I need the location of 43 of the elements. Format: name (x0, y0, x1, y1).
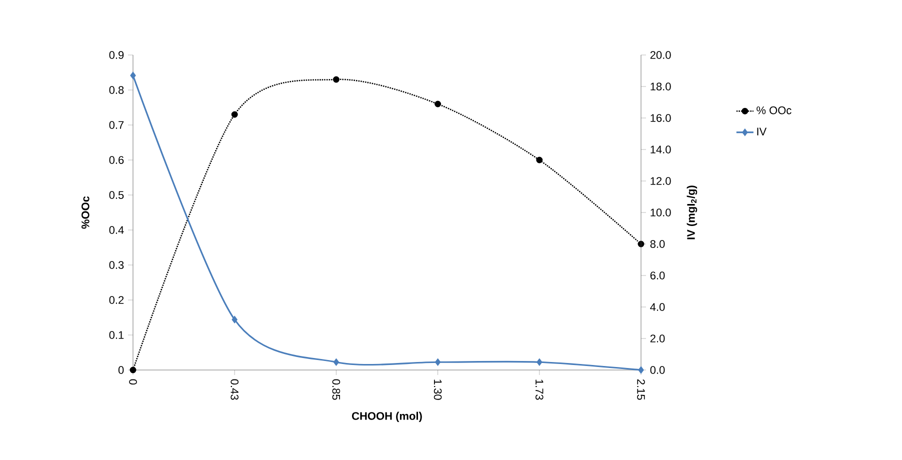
y-tick-label: 0.1 (109, 331, 124, 339)
y-tick-label: 0.9 (109, 51, 124, 59)
point (130, 366, 136, 374)
point (536, 358, 542, 366)
y2-tick-label: 12.0 (650, 177, 671, 185)
point (434, 100, 442, 108)
point (435, 358, 441, 366)
x-tick-label: 2.15 (637, 379, 645, 400)
point (130, 72, 136, 79)
y-tick-label: 0.4 (109, 226, 124, 234)
x-tick-label: 1.30 (434, 380, 442, 400)
point (333, 358, 339, 366)
y2-axis-title: IV (mgI$_{2}$/g) (686, 186, 698, 240)
y2-tick-label: 18.0 (650, 82, 671, 90)
legend-label: % OOc (756, 106, 792, 114)
x-tick-label: 0.43 (230, 379, 239, 400)
x-tick-label: 0 (129, 379, 137, 385)
y-axis-title: %OOc (82, 196, 90, 229)
x-tick-label: 1.73 (536, 380, 544, 400)
y2-tick-label: 20.0 (650, 51, 671, 59)
y-tick-label: 0.7 (109, 121, 124, 129)
legend-label: IV (757, 128, 767, 136)
point (536, 156, 543, 164)
y-tick-label: 0.3 (109, 261, 124, 269)
y-tick-label: 0.8 (109, 86, 124, 94)
point (232, 316, 238, 323)
y2-tick-label: 0.0 (650, 366, 665, 374)
y2-tick-label: 10.0 (650, 208, 671, 216)
y-tick-label: 0.6 (109, 156, 124, 164)
y2-tick-label: 16.0 (650, 114, 671, 122)
x-tick-label: 0.85 (332, 379, 340, 400)
point (332, 76, 340, 83)
y2-tick-label: 8.0 (650, 240, 665, 248)
y2-tick-label: 14.0 (650, 146, 671, 154)
y2-tick-label: 4.0 (650, 303, 665, 311)
y2-tick-label: 2.0 (650, 334, 665, 342)
point (231, 111, 238, 118)
y-tick-label: 0.5 (109, 191, 124, 199)
point (638, 366, 644, 374)
y-tick-label: 0 (118, 366, 124, 374)
x-axis-title: CHOOH (mol) (352, 412, 422, 422)
y-tick-label: 0.2 (109, 296, 124, 304)
y2-tick-label: 6.0 (650, 272, 665, 280)
